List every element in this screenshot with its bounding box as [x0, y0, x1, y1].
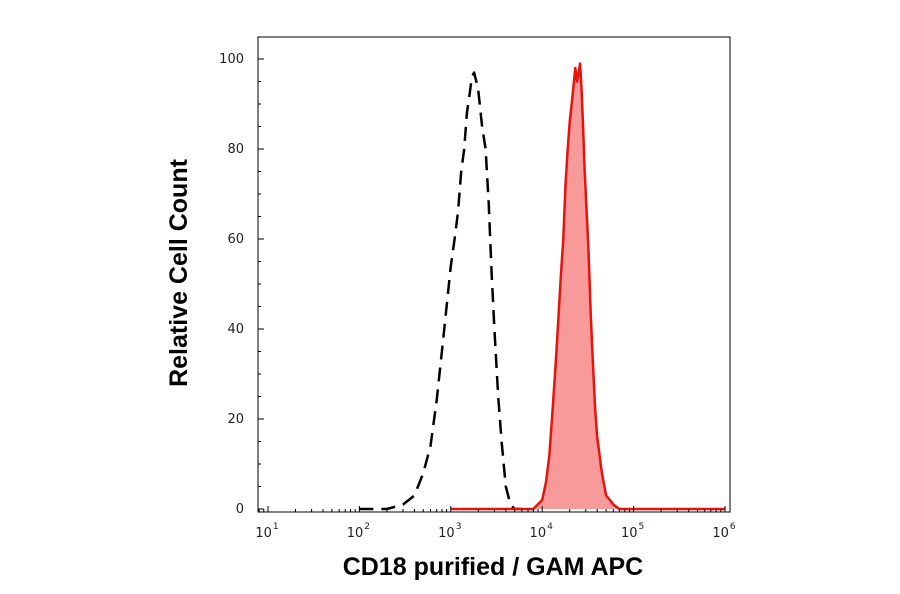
plot-series: [359, 62, 725, 511]
x-tick-label: 103: [438, 522, 461, 541]
y-tick-label: 60: [227, 232, 244, 247]
series-2-line: [450, 62, 725, 511]
x-tick-exponent: 1: [273, 522, 279, 532]
y-tick-label: 40: [227, 322, 244, 337]
plot-frame: [257, 36, 731, 513]
y-tick-label: 100: [219, 52, 244, 67]
y-axis: 0 20 40 60 80 100: [219, 52, 264, 517]
x-tick-exponent: 2: [364, 522, 370, 532]
x-tick-label: 105: [621, 522, 644, 541]
x-tick-exponent: 4: [547, 522, 553, 532]
y-axis-label: Relative Cell Count: [165, 158, 193, 386]
series-2-fill: [450, 63, 725, 509]
y-tick-label: 0: [236, 502, 244, 517]
series-1-line: [359, 71, 522, 511]
x-tick-exponent: 3: [456, 522, 462, 532]
x-tick-label: 101: [255, 522, 278, 541]
x-tick-label: 102: [347, 522, 370, 541]
y-tick-label: 80: [227, 142, 244, 157]
x-tick-label: 104: [530, 522, 554, 541]
x-axis: 101 102 103 104 105 106: [255, 506, 736, 541]
x-tick-label: 106: [712, 522, 736, 541]
y-tick-label: 20: [227, 412, 244, 427]
x-tick-exponent: 6: [730, 522, 736, 532]
x-tick-exponent: 5: [639, 522, 645, 532]
x-axis-label: CD18 purified / GAM APC: [343, 553, 644, 581]
